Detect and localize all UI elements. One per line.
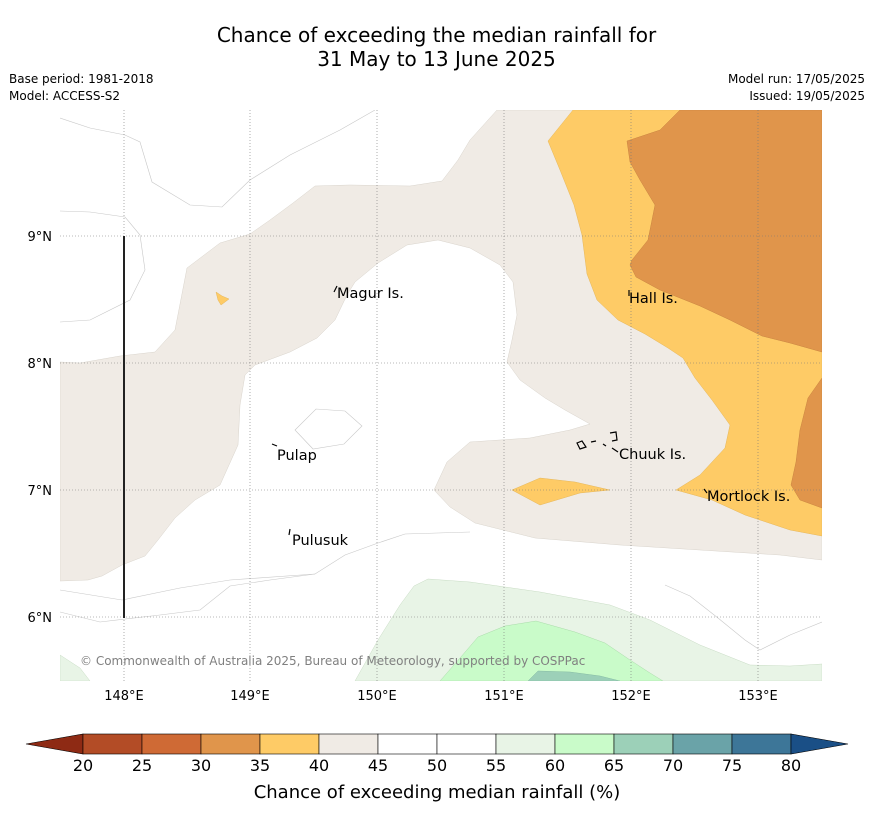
place-label-magur: Magur Is. <box>337 286 404 302</box>
colorbar-segment <box>82 733 143 755</box>
metadata-left: Base period: 1981-2018 Model: ACCESS-S2 <box>9 71 154 105</box>
colorbar-segment <box>141 733 202 755</box>
colorbar-tick-label: 55 <box>486 756 506 775</box>
colorbar-segment <box>377 733 438 755</box>
lat-tick-label: 6°N <box>28 611 53 626</box>
issued-date: Issued: 19/05/2025 <box>749 89 865 103</box>
colorbar-tick-label: 65 <box>604 756 624 775</box>
place-label-mortlock: Mortlock Is. <box>707 489 790 505</box>
lon-tick-label: 149°E <box>230 689 270 704</box>
contour-35-40-west-spot <box>215 291 230 306</box>
contour-65-70-south <box>527 670 621 681</box>
colorbar-segment <box>731 733 792 755</box>
model-run: Model run: 17/05/2025 <box>727 72 865 86</box>
colorbar-tick-label: 25 <box>132 756 152 775</box>
rainfall-map: Magur Is. Hall Is. Pulap Chuuk Is. Mortl… <box>60 110 822 681</box>
colorbar-segment <box>495 733 556 755</box>
chart-title-line1: Chance of exceeding the median rainfall … <box>216 23 657 47</box>
lon-tick-label: 152°E <box>611 689 651 704</box>
lon-tick-label: 151°E <box>484 689 524 704</box>
base-period: Base period: 1981-2018 <box>9 72 154 86</box>
copyright-notice: © Commonwealth of Australia 2025, Bureau… <box>80 654 585 668</box>
lat-tick-label: 8°N <box>28 357 53 372</box>
colorbar-tick-label: 70 <box>663 756 683 775</box>
colorbar-over-arrow <box>790 733 849 755</box>
longitude-ticks: 148°E 149°E 150°E 151°E 152°E 153°E <box>104 689 778 704</box>
colorbar-segment <box>554 733 615 755</box>
place-label-pulap: Pulap <box>277 448 317 464</box>
metadata-right: Model run: 17/05/2025 Issued: 19/05/2025 <box>728 71 865 105</box>
lat-tick-label: 7°N <box>28 484 53 499</box>
colorbar-segment <box>672 733 733 755</box>
lon-tick-label: 153°E <box>738 689 778 704</box>
chart-title-line2: 31 May to 13 June 2025 <box>317 47 556 71</box>
colorbar-tick-label: 30 <box>191 756 211 775</box>
model-name: Model: ACCESS-S2 <box>9 89 121 103</box>
colorbar-segment <box>318 733 379 755</box>
contour-30-35-northeast <box>626 110 822 353</box>
colorbar: 20 25 30 35 40 45 50 55 60 65 70 75 80 <box>25 733 849 775</box>
colorbar-tick-label: 80 <box>781 756 801 775</box>
colorbar-tick-label: 75 <box>722 756 742 775</box>
contour-30-35-southeast <box>790 377 822 509</box>
colorbar-segment <box>259 733 320 755</box>
place-label-hall: Hall Is. <box>629 291 678 307</box>
lon-tick-label: 148°E <box>104 689 144 704</box>
colorbar-segment <box>613 733 674 755</box>
colorbar-title: Chance of exceeding median rainfall (%) <box>254 782 621 803</box>
contour-60-65-south <box>439 620 664 681</box>
colorbar-tick-label: 35 <box>250 756 270 775</box>
island-shapes <box>271 285 708 536</box>
colorbar-tick-label: 60 <box>545 756 565 775</box>
colorbar-under-arrow <box>25 733 84 755</box>
place-label-chuuk: Chuuk Is. <box>619 447 686 463</box>
minor-contours <box>60 110 822 651</box>
colorbar-tick-label: 40 <box>309 756 329 775</box>
colorbar-segment <box>436 733 497 755</box>
colorbar-tick-label: 20 <box>73 756 93 775</box>
latitude-ticks: 9°N 8°N 7°N 6°N <box>28 230 53 626</box>
lon-tick-label: 150°E <box>357 689 397 704</box>
colorbar-tick-label: 45 <box>368 756 388 775</box>
colorbar-segment <box>200 733 261 755</box>
contour-55-60-southwest <box>60 654 91 681</box>
lat-tick-label: 9°N <box>28 230 53 245</box>
place-label-pulusuk: Pulusuk <box>292 533 349 549</box>
colorbar-tick-label: 50 <box>427 756 447 775</box>
